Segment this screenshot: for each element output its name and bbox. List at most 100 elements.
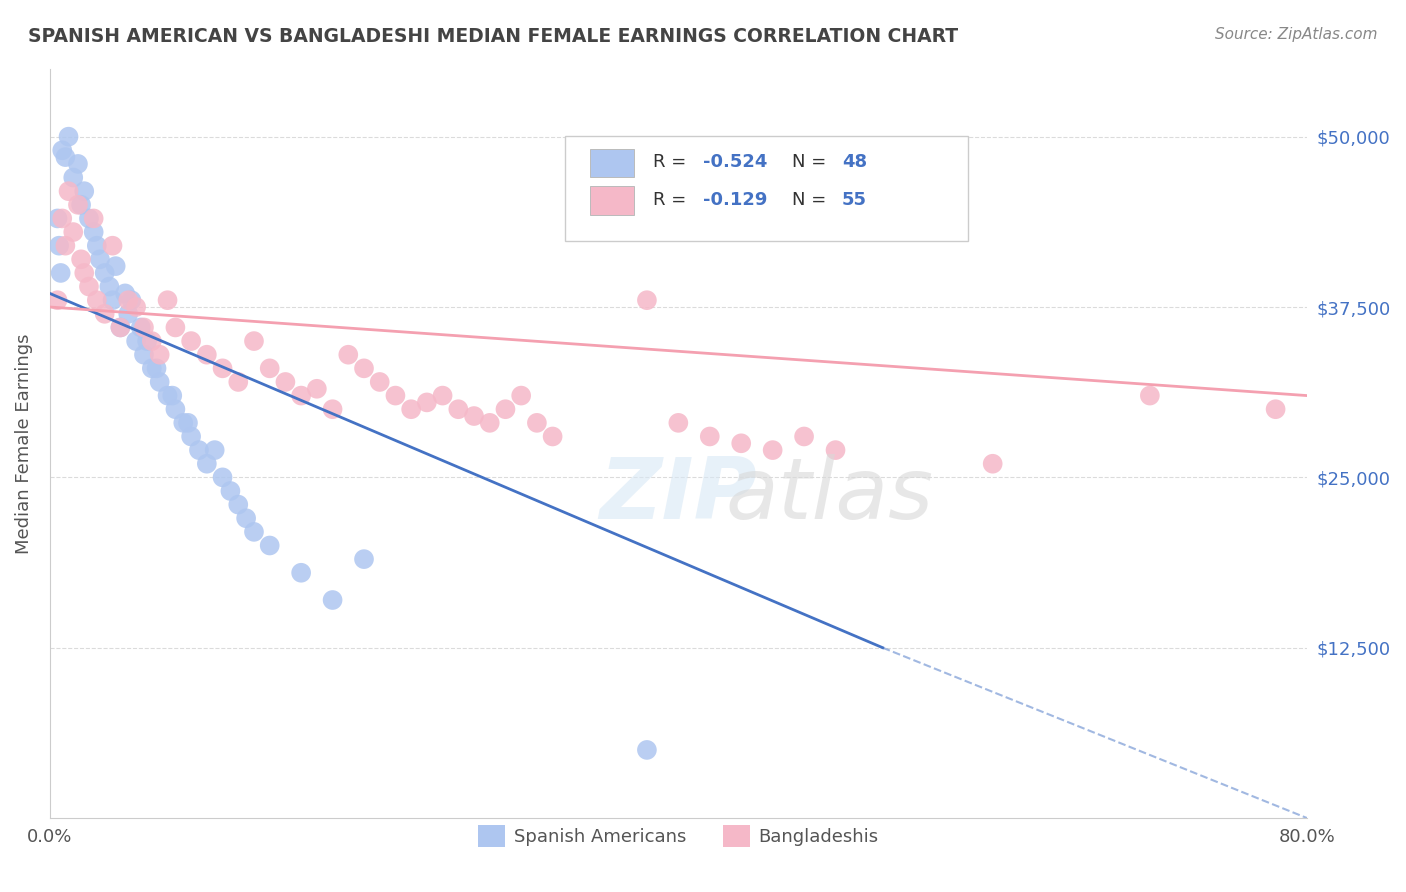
Point	[58, 129, 80, 144]
Point	[55, 150, 77, 164]
Point	[104, 259, 127, 273]
Text: Source: ZipAtlas.com: Source: ZipAtlas.com	[1215, 27, 1378, 42]
Point	[136, 334, 159, 348]
Point	[46, 211, 69, 226]
Point	[141, 361, 163, 376]
Point	[290, 388, 312, 402]
Point	[125, 334, 148, 348]
Point	[70, 198, 93, 212]
Point	[110, 320, 132, 334]
Point	[211, 361, 233, 376]
Text: SPANISH AMERICAN VS BANGLADESHI MEDIAN FEMALE EARNINGS CORRELATION CHART: SPANISH AMERICAN VS BANGLADESHI MEDIAN F…	[28, 27, 959, 45]
Point	[211, 470, 233, 484]
Point	[73, 266, 96, 280]
Point	[636, 743, 658, 757]
Text: 55: 55	[842, 191, 868, 209]
Point	[337, 348, 360, 362]
Point	[793, 429, 815, 443]
Point	[322, 593, 344, 607]
Point	[235, 511, 257, 525]
Point	[156, 388, 179, 402]
Point	[125, 300, 148, 314]
Y-axis label: Median Female Earnings: Median Female Earnings	[15, 333, 32, 554]
Text: R =: R =	[654, 153, 692, 171]
Point	[132, 320, 155, 334]
Point	[162, 388, 184, 402]
Point	[46, 293, 69, 308]
Point	[66, 157, 89, 171]
Point	[93, 307, 115, 321]
Point	[495, 402, 517, 417]
Point	[399, 402, 422, 417]
Point	[86, 238, 108, 252]
Point	[305, 382, 328, 396]
Point	[156, 293, 179, 308]
Point	[77, 211, 100, 226]
Point	[541, 429, 564, 443]
Point	[58, 184, 80, 198]
Point	[259, 361, 281, 376]
Point	[274, 375, 297, 389]
Point	[219, 483, 242, 498]
Point	[353, 552, 375, 566]
FancyBboxPatch shape	[565, 136, 967, 241]
Point	[62, 225, 84, 239]
Point	[110, 320, 132, 334]
Point	[83, 225, 105, 239]
Point	[384, 388, 406, 402]
Point	[70, 252, 93, 267]
Point	[699, 429, 721, 443]
Point	[666, 416, 689, 430]
Point	[824, 443, 846, 458]
Point	[177, 416, 200, 430]
Point	[180, 429, 202, 443]
Point	[195, 457, 218, 471]
Point	[62, 170, 84, 185]
Point	[195, 348, 218, 362]
Point	[51, 143, 73, 157]
Point	[89, 252, 111, 267]
Point	[172, 416, 194, 430]
Point	[432, 388, 454, 402]
Point	[73, 184, 96, 198]
Point	[66, 198, 89, 212]
Text: -0.129: -0.129	[703, 191, 768, 209]
Point	[93, 266, 115, 280]
Point	[86, 293, 108, 308]
Text: N =: N =	[792, 191, 831, 209]
Point	[129, 320, 152, 334]
FancyBboxPatch shape	[591, 149, 634, 178]
Point	[416, 395, 439, 409]
Point	[368, 375, 391, 389]
Point	[149, 375, 172, 389]
Point	[510, 388, 533, 402]
Point	[259, 539, 281, 553]
Point	[120, 293, 142, 308]
Point	[730, 436, 752, 450]
Point	[290, 566, 312, 580]
Point	[48, 238, 70, 252]
Point	[243, 524, 266, 539]
Point	[117, 307, 139, 321]
Point	[132, 348, 155, 362]
Point	[149, 348, 172, 362]
Point	[447, 402, 470, 417]
Point	[77, 279, 100, 293]
Point	[51, 211, 73, 226]
Point	[101, 293, 124, 308]
Point	[226, 498, 249, 512]
Point	[762, 443, 785, 458]
Legend: Spanish Americans, Bangladeshis: Spanish Americans, Bangladeshis	[471, 818, 886, 854]
Point	[526, 416, 548, 430]
Text: atlas: atlas	[725, 454, 934, 537]
FancyBboxPatch shape	[591, 186, 634, 215]
Text: 48: 48	[842, 153, 868, 171]
Point	[98, 279, 121, 293]
Point	[463, 409, 485, 423]
Point	[188, 443, 211, 458]
Point	[636, 293, 658, 308]
Point	[1139, 388, 1161, 402]
Point	[165, 320, 187, 334]
Point	[322, 402, 344, 417]
Point	[101, 238, 124, 252]
